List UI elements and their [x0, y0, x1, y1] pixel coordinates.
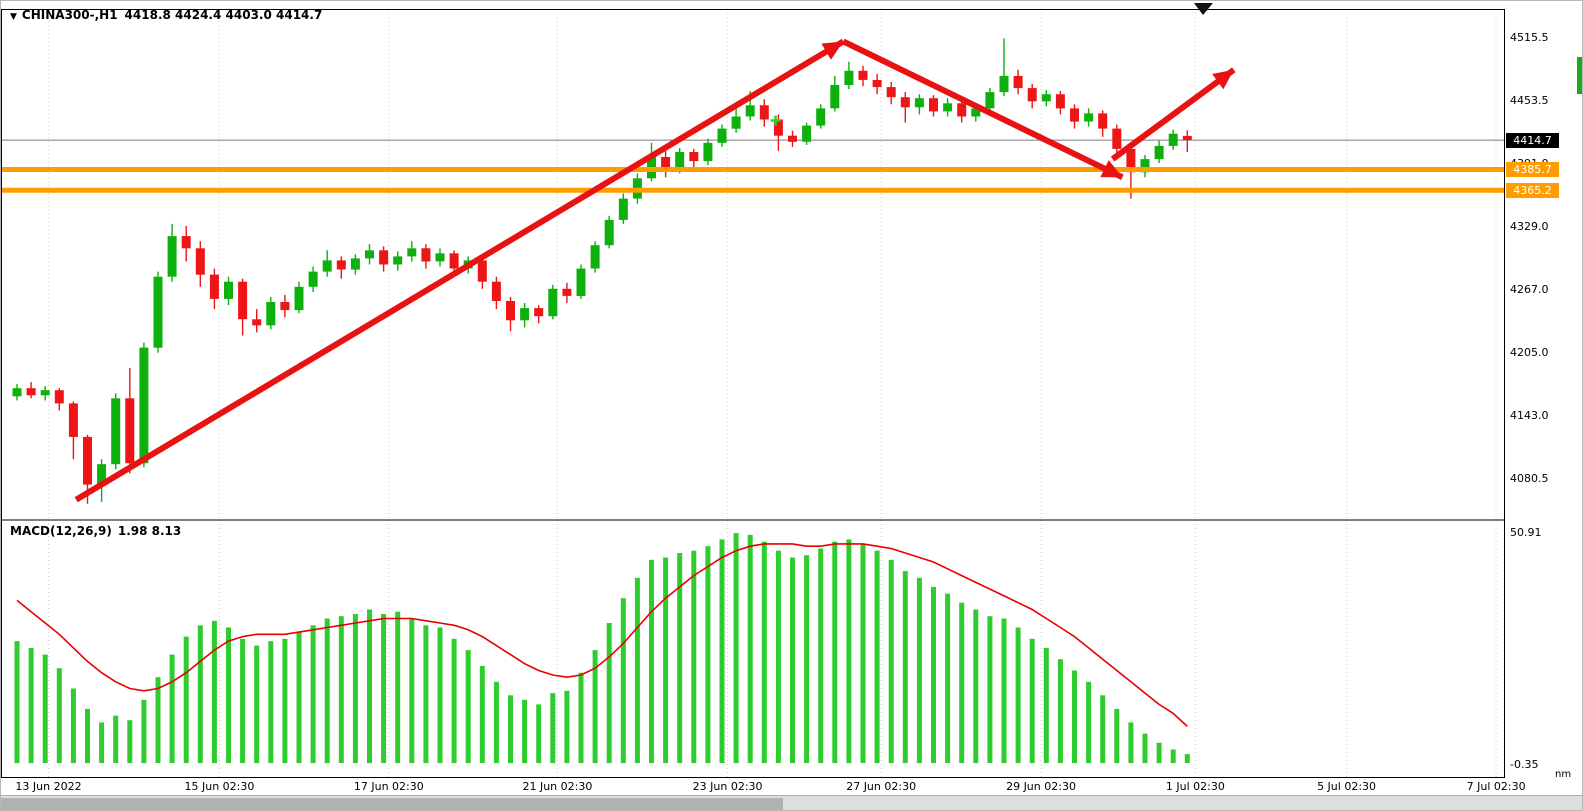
time-axis-label: 27 Jun 02:30	[846, 780, 917, 793]
macd-axis-min-label: -0.35	[1510, 757, 1539, 771]
symbol-ohlc-values: 4418.8 4424.4 4403.0 4414.7	[124, 8, 323, 22]
level-price-tag-2: 4365.2	[1506, 182, 1559, 198]
cross-marker-icon	[770, 115, 781, 126]
scrollbar-thumb[interactable]	[1, 798, 783, 810]
macd-signal-line	[16, 543, 1188, 727]
price-axis-label: 4515.5	[1510, 30, 1549, 44]
time-axis-label: 21 Jun 02:30	[522, 780, 593, 793]
time-axis-label: 17 Jun 02:30	[353, 780, 424, 793]
time-axis-label: 7 Jul 02:30	[1466, 780, 1526, 793]
time-axis-label: 23 Jun 02:30	[692, 780, 763, 793]
price-axis-label: 4205.0	[1510, 345, 1549, 359]
axis-corner-label: nm	[1555, 769, 1572, 780]
time-axis-label: 29 Jun 02:30	[1006, 780, 1076, 793]
price-axis-label: 4329.0	[1510, 219, 1549, 233]
price-axis-label: 4080.5	[1510, 471, 1549, 485]
symbol-header: ▼ CHINA300-,H1 4418.8 4424.4 4403.0 4414.7	[10, 8, 322, 22]
price-axis-label: 4267.0	[1510, 282, 1549, 296]
symbol-name: CHINA300-,H1	[21, 8, 118, 22]
current-price-tag: 4414.7	[1506, 132, 1559, 148]
price-axis-label: 4143.0	[1510, 408, 1549, 422]
macd-panel-border	[1, 519, 1505, 778]
macd-name: MACD(12,26,9)	[10, 524, 112, 538]
macd-histogram	[14, 533, 1190, 764]
right-edge-indicator	[1577, 57, 1582, 94]
grid-lines	[48, 9, 1497, 778]
time-axis-label: 1 Jul 02:30	[1165, 780, 1225, 793]
chart-menu-icon[interactable]: ▼	[10, 12, 17, 22]
macd-indicator-label: MACD(12,26,9) 1.98 8.13	[10, 524, 181, 538]
time-axis-label: 15 Jun 02:30	[184, 780, 255, 793]
level-price-tag-1: 4385.7	[1506, 161, 1559, 177]
candles	[12, 38, 1192, 504]
mouse-cursor-icon	[1194, 3, 1213, 15]
horizontal-scrollbar[interactable]	[1, 795, 1582, 810]
macd-axis-max-label: 50.91	[1510, 526, 1542, 540]
price-axis-label: 4453.5	[1510, 93, 1549, 107]
time-axis-label: 5 Jul 02:30	[1317, 780, 1377, 793]
support-level-lines[interactable]	[1, 167, 1505, 193]
price-panel-border	[1, 9, 1505, 521]
time-axis-label: 13 Jun 2022	[15, 780, 82, 793]
trend-arrows[interactable]	[74, 38, 1236, 503]
macd-values: 1.98 8.13	[117, 524, 182, 538]
